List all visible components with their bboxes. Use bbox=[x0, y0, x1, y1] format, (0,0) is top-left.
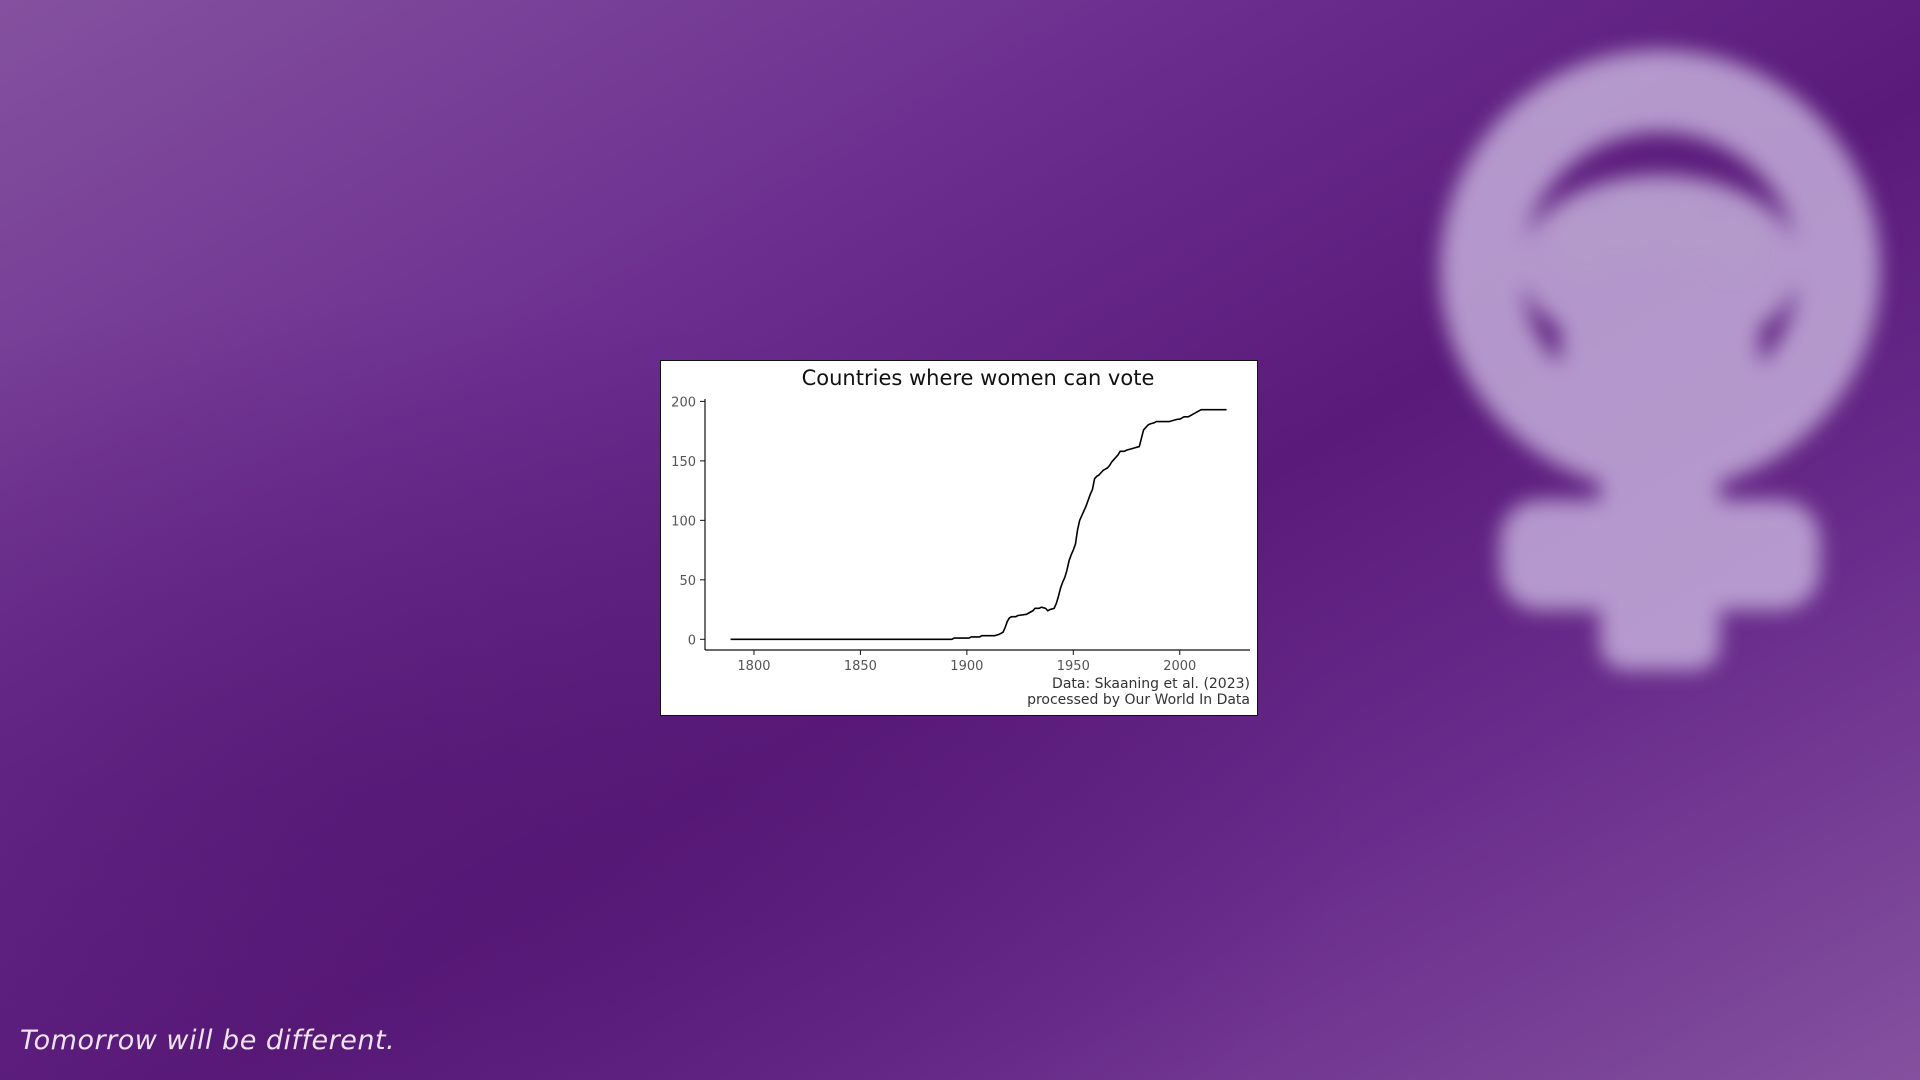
chart-panel: Countries where women can vote 0 50 100 150… bbox=[660, 360, 1258, 716]
tagline-text: Tomorrow will be different. bbox=[20, 1025, 396, 1056]
y-tick-label: 150 bbox=[671, 455, 696, 470]
x-tick-label: 2000 bbox=[1163, 659, 1196, 674]
chart-title: Countries where women can vote bbox=[802, 366, 1155, 390]
x-tick-label: 1900 bbox=[950, 659, 983, 674]
feminist-fist-venus-icon bbox=[1439, 50, 1880, 670]
chart-axes: 0 50 100 150 200 1800 1850 1900 1950 2000 bbox=[671, 395, 1250, 674]
y-tick-label: 100 bbox=[671, 514, 696, 529]
x-tick-label: 1950 bbox=[1057, 659, 1090, 674]
x-tick-label: 1800 bbox=[737, 659, 770, 674]
y-tick-label: 0 bbox=[688, 633, 696, 648]
source-line-2: processed by Our World In Data bbox=[1027, 692, 1250, 708]
source-line-1: Data: Skaaning et al. (2023) bbox=[1052, 676, 1250, 692]
series-line-women-vote bbox=[730, 408, 1227, 641]
line-chart: Countries where women can vote 0 50 100 150… bbox=[671, 366, 1250, 708]
x-tick-label: 1850 bbox=[844, 659, 877, 674]
y-tick-label: 200 bbox=[671, 395, 696, 410]
y-tick-label: 50 bbox=[679, 574, 696, 589]
